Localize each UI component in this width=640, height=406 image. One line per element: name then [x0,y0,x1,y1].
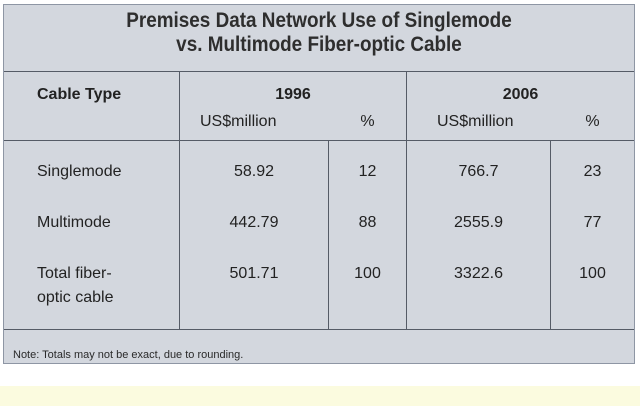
divider-label-column [179,71,180,329]
header-unit-1996-value: US$million [200,113,277,130]
row-singlemode-2006-pct: 23 [583,163,602,180]
row-total-label-line-2: optic cable [37,289,114,306]
header-unit-2006-value: US$million [437,113,514,130]
row-singlemode-1996-value: 58.92 [233,163,275,180]
rule-top-of-header [4,71,634,72]
row-total-label-line-1: Total fiber- [37,265,112,282]
bottom-strip [0,386,640,406]
footnote: Note: Totals may not be exact, due to ro… [13,349,244,361]
row-total-2006-value: 3322.6 [454,265,503,282]
rule-below-header [4,140,634,141]
table-title: Premises Data Network Use of Singlemode … [36,9,603,57]
header-year-1996: 1996 [275,86,311,103]
header-unit-1996-pct: % [360,113,375,130]
header-unit-2006-pct: % [585,113,600,130]
table-title-line-2: vs. Multimode Fiber-optic Cable [176,33,462,56]
header-cable-type: Cable Type [37,86,122,103]
row-singlemode-2006-value: 766.7 [458,163,499,180]
divider-1996-pct [328,140,329,329]
row-total-2006-pct: 100 [579,265,606,282]
rule-above-note [4,329,634,330]
divider-2006-pct [550,140,551,329]
row-multimode-2006-value: 2555.9 [454,214,503,231]
row-total-1996-value: 501.71 [229,265,279,282]
row-multimode-1996-value: 442.79 [229,214,279,231]
row-multimode-label: Multimode [37,214,111,231]
table-panel: Premises Data Network Use of Singlemode … [3,4,635,364]
divider-year-columns [406,71,407,329]
row-multimode-2006-pct: 77 [583,214,602,231]
header-year-2006: 2006 [502,86,539,103]
row-singlemode-label: Singlemode [37,163,122,180]
table-title-line-1: Premises Data Network Use of Singlemode [126,9,512,32]
row-multimode-1996-pct: 88 [358,214,377,231]
row-total-1996-pct: 100 [354,265,381,282]
row-singlemode-1996-pct: 12 [358,163,377,180]
